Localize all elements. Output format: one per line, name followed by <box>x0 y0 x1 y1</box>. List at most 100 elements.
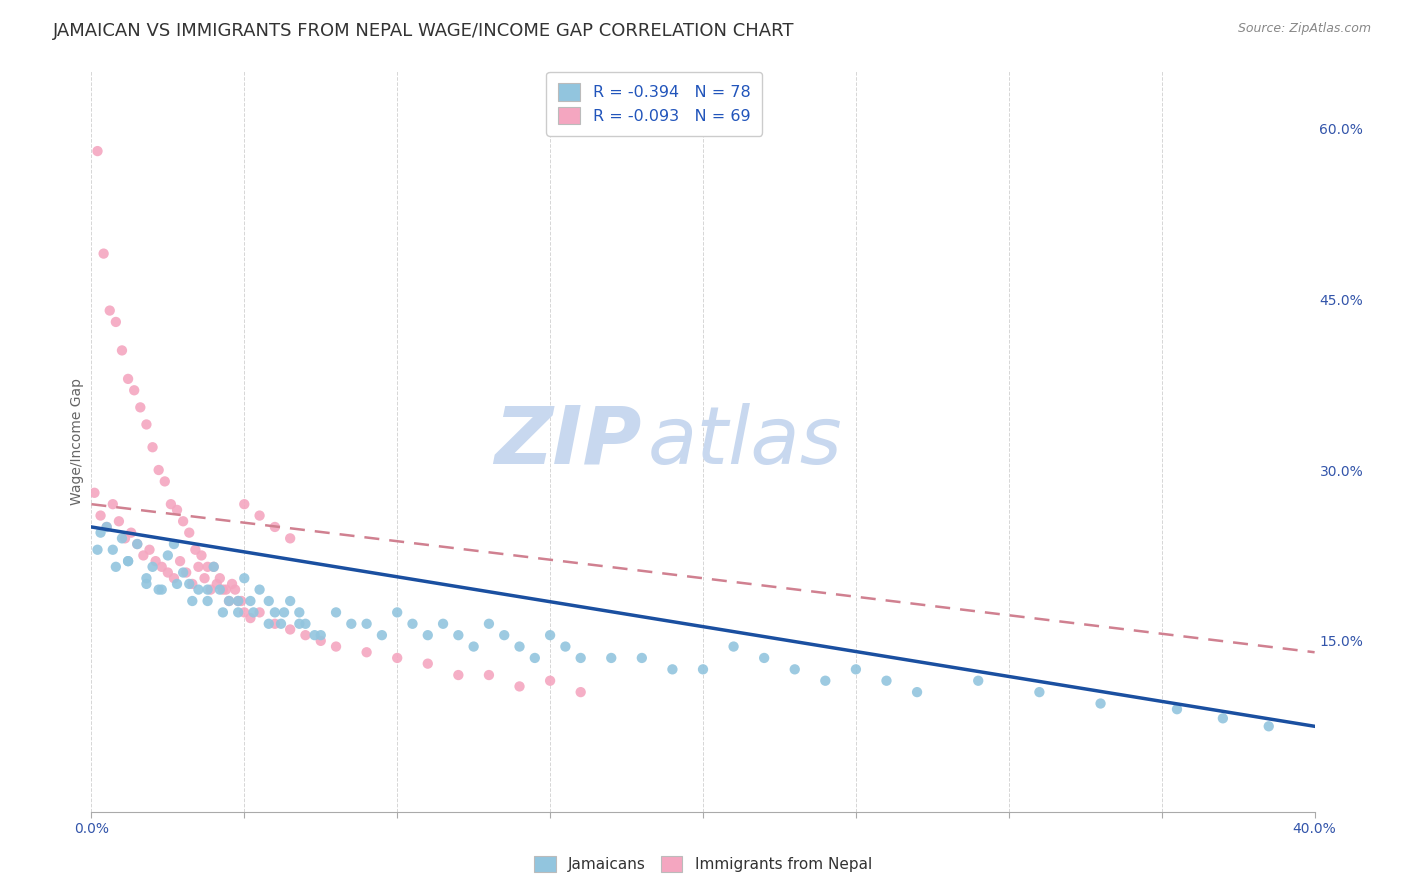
Point <box>127 537 149 551</box>
Point <box>569 651 592 665</box>
Point <box>156 566 179 580</box>
Point <box>179 525 201 540</box>
Point <box>509 680 531 694</box>
Point <box>111 343 134 358</box>
Point <box>169 554 191 568</box>
Point <box>494 628 516 642</box>
Point <box>478 668 501 682</box>
Text: JAMAICAN VS IMMIGRANTS FROM NEPAL WAGE/INCOME GAP CORRELATION CHART: JAMAICAN VS IMMIGRANTS FROM NEPAL WAGE/I… <box>53 22 794 40</box>
Point <box>202 559 225 574</box>
Point <box>141 440 163 454</box>
Point <box>104 315 127 329</box>
Point <box>463 640 485 654</box>
Point <box>875 673 898 688</box>
Point <box>141 559 163 574</box>
Point <box>385 651 409 665</box>
Point <box>148 582 170 597</box>
Point <box>270 616 292 631</box>
Point <box>148 463 170 477</box>
Point <box>226 594 249 608</box>
Point <box>90 508 112 523</box>
Legend: R = -0.394   N = 78, R = -0.093   N = 69: R = -0.394 N = 78, R = -0.093 N = 69 <box>547 72 762 136</box>
Point <box>160 497 183 511</box>
Point <box>163 571 186 585</box>
Point <box>226 606 249 620</box>
Point <box>172 514 194 528</box>
Point <box>257 616 280 631</box>
Point <box>208 571 231 585</box>
Point <box>96 520 118 534</box>
Point <box>212 582 235 597</box>
Point <box>239 594 262 608</box>
Point <box>86 542 108 557</box>
Point <box>814 673 837 688</box>
Point <box>356 616 378 631</box>
Text: atlas: atlas <box>648 402 842 481</box>
Point <box>509 640 531 654</box>
Point <box>845 662 868 676</box>
Point <box>905 685 928 699</box>
Point <box>120 525 142 540</box>
Point <box>239 611 262 625</box>
Point <box>132 549 155 563</box>
Y-axis label: Wage/Income Gap: Wage/Income Gap <box>70 378 84 505</box>
Point <box>692 662 714 676</box>
Point <box>150 559 173 574</box>
Point <box>114 532 136 546</box>
Point <box>218 594 240 608</box>
Point <box>138 542 160 557</box>
Point <box>242 606 264 620</box>
Point <box>184 542 207 557</box>
Point <box>166 577 188 591</box>
Point <box>264 520 287 534</box>
Point <box>117 554 139 568</box>
Point <box>447 628 470 642</box>
Point <box>187 559 209 574</box>
Point <box>661 662 683 676</box>
Point <box>127 537 149 551</box>
Point <box>278 623 301 637</box>
Point <box>967 673 990 688</box>
Point <box>83 485 105 500</box>
Point <box>631 651 654 665</box>
Point <box>156 549 179 563</box>
Text: ZIP: ZIP <box>495 402 643 481</box>
Point <box>197 594 219 608</box>
Point <box>212 606 235 620</box>
Point <box>117 554 139 568</box>
Point <box>166 503 188 517</box>
Point <box>325 640 347 654</box>
Point <box>325 606 347 620</box>
Point <box>294 616 316 631</box>
Point <box>190 549 212 563</box>
Point <box>96 520 118 534</box>
Point <box>538 628 561 642</box>
Point <box>264 616 287 631</box>
Point <box>309 628 332 642</box>
Point <box>218 594 240 608</box>
Point <box>163 537 186 551</box>
Point <box>104 559 127 574</box>
Point <box>273 606 295 620</box>
Point <box>202 559 225 574</box>
Point <box>174 566 197 580</box>
Text: Source: ZipAtlas.com: Source: ZipAtlas.com <box>1237 22 1371 36</box>
Point <box>554 640 576 654</box>
Point <box>221 577 243 591</box>
Point <box>179 577 201 591</box>
Point <box>150 582 173 597</box>
Point <box>1028 685 1050 699</box>
Point <box>1166 702 1188 716</box>
Point <box>181 577 204 591</box>
Point <box>233 606 256 620</box>
Point <box>783 662 806 676</box>
Point <box>90 525 112 540</box>
Point <box>538 673 561 688</box>
Point <box>117 372 139 386</box>
Point <box>288 616 311 631</box>
Point <box>385 606 409 620</box>
Point <box>600 651 623 665</box>
Point <box>1212 711 1234 725</box>
Point <box>249 508 271 523</box>
Point <box>233 571 256 585</box>
